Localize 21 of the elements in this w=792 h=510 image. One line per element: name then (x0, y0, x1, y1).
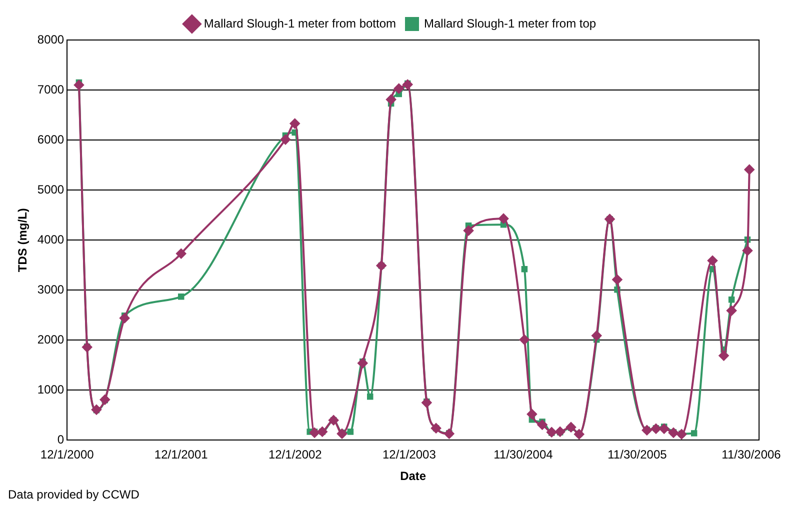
y-tick-label: 7000 (37, 82, 64, 96)
x-tick-label: 11/30/2005 (608, 448, 668, 462)
y-tick-label: 6000 (37, 132, 64, 146)
y-tick-label: 2000 (37, 332, 64, 346)
y-axis-title: TDS (mg/L) (16, 208, 30, 272)
x-tick-label: 12/1/2000 (40, 448, 94, 462)
legend-label: Mallard Slough-1 meter from top (424, 16, 596, 30)
text: Data provided by CCWD (8, 487, 140, 502)
x-tick-label: 12/1/2001 (154, 448, 208, 462)
x-axis-title: Date (400, 469, 426, 484)
x-tick-label: 12/1/2003 (382, 448, 436, 462)
legend-label: Mallard Slough-1 meter from bottom (204, 16, 396, 30)
x-tick-label: 12/1/2002 (268, 448, 322, 462)
y-tick-label: 5000 (37, 182, 64, 196)
y-tick-label: 0 (57, 432, 64, 447)
x-tick-label: 11/30/2006 (722, 448, 782, 462)
y-tick-label: 4000 (37, 232, 64, 246)
y-tick-label: 3000 (37, 282, 64, 296)
y-tick-label: 1000 (37, 382, 64, 396)
y-tick-label: 8000 (37, 32, 64, 46)
x-tick-label: 11/30/2004 (494, 448, 554, 462)
